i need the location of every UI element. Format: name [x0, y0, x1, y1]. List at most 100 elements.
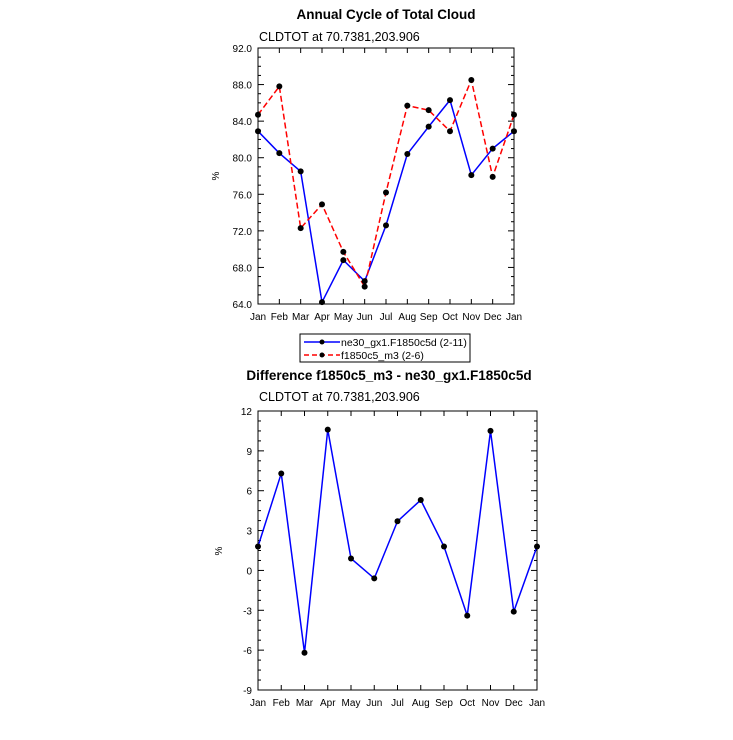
y-tick-label: 80.0	[233, 154, 253, 165]
data-point-0	[447, 97, 453, 104]
y-tick-label: 88.0	[233, 81, 253, 92]
series-line-1	[257, 77, 515, 289]
data-point-0	[255, 543, 261, 550]
y-tick-label: -3	[243, 606, 252, 617]
data-point-0	[441, 543, 447, 550]
data-point-0	[511, 128, 517, 135]
x-tick-label: Jan	[529, 698, 545, 709]
data-point-1	[340, 248, 347, 255]
y-tick-label: 84.0	[233, 117, 253, 128]
data-point-0	[348, 555, 354, 562]
data-point-0	[319, 299, 325, 306]
data-point-1	[404, 102, 411, 109]
data-point-0	[301, 649, 308, 656]
data-point-0	[383, 222, 389, 229]
x-tick-label: Sep	[420, 312, 438, 323]
x-tick-label: Sep	[435, 698, 453, 709]
x-tick-label: Dec	[484, 312, 502, 323]
data-point-0	[278, 470, 285, 477]
data-point-0	[404, 151, 411, 158]
series-line-0	[257, 98, 515, 305]
y-tick-label: -9	[243, 686, 252, 697]
y-tick-label: 0	[246, 566, 252, 577]
chart-subtitle: CLDTOT at 70.7381,203.906	[259, 390, 420, 404]
data-point-0	[425, 123, 432, 130]
x-tick-label: Jun	[366, 698, 382, 709]
data-point-1	[425, 107, 432, 114]
x-tick-label: Apr	[320, 698, 336, 709]
y-tick-label: 9	[246, 447, 252, 458]
data-point-0	[534, 543, 540, 550]
x-tick-label: Apr	[314, 312, 330, 323]
data-point-1	[511, 111, 517, 118]
data-point-0	[297, 168, 304, 175]
data-point-0	[468, 172, 475, 179]
data-point-0	[324, 426, 331, 433]
x-tick-label: Nov	[462, 312, 480, 323]
x-tick-label: Nov	[482, 698, 500, 709]
chart-title: Difference f1850c5_m3 - ne30_gx1.F1850c5…	[246, 368, 531, 383]
legend-label-f1850: f1850c5_m3 (2-6)	[341, 350, 424, 362]
difference-chart: Difference f1850c5_m3 - ne30_gx1.F1850c5…	[214, 368, 545, 709]
y-tick-label: 92.0	[233, 44, 253, 55]
data-point-0	[487, 427, 494, 434]
legend-marker-ne30	[319, 339, 325, 345]
x-tick-label: Dec	[505, 698, 523, 709]
legend-label-ne30: ne30_gx1.F1850c5d (2-11)	[341, 337, 467, 349]
data-point-1	[383, 189, 389, 196]
data-point-0	[255, 128, 261, 135]
series-line-0	[257, 429, 538, 653]
data-point-0	[394, 518, 401, 525]
data-point-1	[489, 173, 496, 180]
y-tick-label: 3	[246, 527, 252, 538]
data-point-1	[468, 77, 475, 83]
legend-marker-f1850	[319, 352, 325, 358]
data-point-0	[489, 145, 496, 152]
y-tick-label: 64.0	[233, 300, 253, 311]
x-tick-label: Jan	[506, 312, 522, 323]
x-tick-label: Feb	[273, 698, 291, 709]
x-tick-label: Feb	[271, 312, 289, 323]
x-tick-label: Jul	[380, 312, 393, 323]
x-tick-label: Jul	[391, 698, 404, 709]
x-tick-label: Jun	[357, 312, 373, 323]
data-point-1	[276, 83, 283, 90]
y-tick-label: 76.0	[233, 190, 253, 201]
data-point-1	[319, 201, 325, 208]
data-point-0	[464, 612, 471, 619]
data-point-0	[276, 150, 283, 157]
x-tick-label: Jan	[250, 312, 266, 323]
x-tick-label: May	[342, 698, 361, 709]
x-tick-label: Jan	[250, 698, 266, 709]
x-tick-label: Oct	[459, 698, 475, 709]
y-tick-label: 68.0	[233, 263, 253, 274]
data-point-0	[340, 257, 347, 264]
data-point-1	[361, 283, 368, 290]
data-point-0	[510, 608, 517, 615]
x-tick-label: Aug	[412, 698, 430, 709]
data-point-0	[371, 575, 378, 582]
y-tick-label: 72.0	[233, 227, 253, 238]
plot-frame	[257, 410, 538, 691]
y-axis-label: %	[214, 546, 225, 555]
x-tick-label: Mar	[296, 698, 314, 709]
data-point-0	[361, 278, 368, 285]
y-tick-label: -6	[243, 646, 252, 657]
x-tick-label: May	[334, 312, 353, 323]
plot-frame	[257, 47, 515, 305]
data-point-0	[417, 497, 424, 504]
x-tick-label: Aug	[398, 312, 416, 323]
y-axis-label: %	[211, 171, 222, 180]
y-tick-label: 6	[246, 487, 252, 498]
annual-cycle-chart: Annual Cycle of Total Cloud CLDTOT at 70…	[211, 7, 522, 363]
y-tick-label: 12	[241, 407, 253, 418]
data-point-1	[297, 225, 304, 232]
data-point-1	[255, 111, 261, 118]
x-tick-label: Oct	[442, 312, 458, 323]
data-point-1	[447, 128, 453, 135]
chart-title: Annual Cycle of Total Cloud	[296, 7, 475, 22]
x-tick-label: Mar	[292, 312, 310, 323]
chart-subtitle: CLDTOT at 70.7381,203.906	[259, 30, 420, 44]
legend-box	[299, 333, 471, 363]
